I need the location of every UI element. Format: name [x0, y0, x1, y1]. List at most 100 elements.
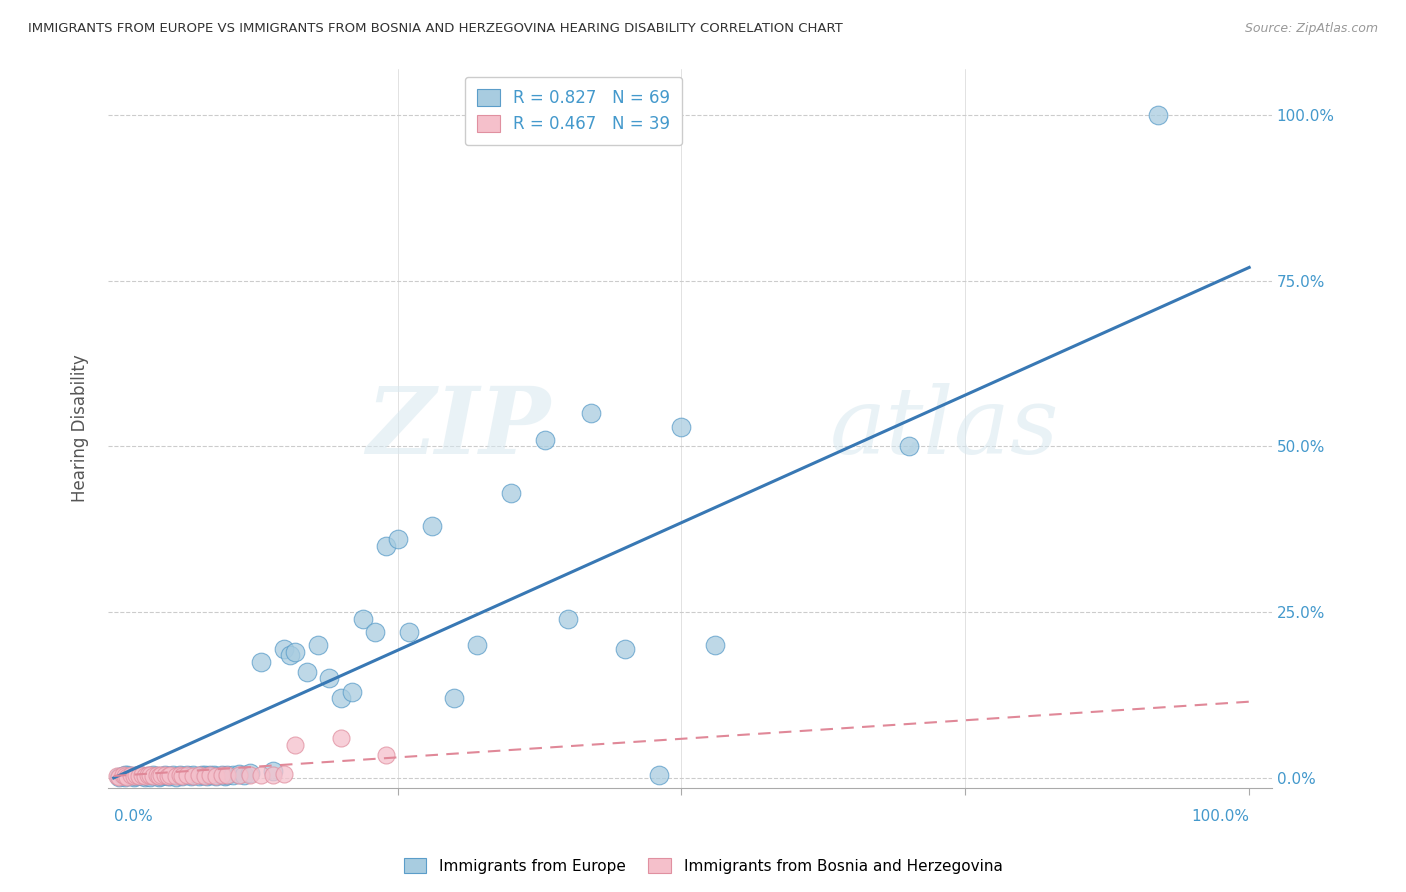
Point — [120, 769, 142, 783]
Point — [114, 770, 136, 784]
Point — [262, 764, 284, 779]
Point — [157, 769, 180, 783]
Point — [205, 769, 228, 783]
Point — [198, 768, 221, 782]
Point — [273, 767, 295, 781]
Point — [897, 439, 920, 453]
Point — [284, 645, 307, 659]
Point — [193, 769, 215, 783]
Point — [211, 768, 233, 782]
Point — [134, 769, 156, 783]
Point — [181, 769, 204, 783]
Point — [180, 769, 202, 783]
Point — [120, 768, 142, 782]
Point — [557, 612, 579, 626]
Point — [318, 672, 340, 686]
Point — [195, 769, 218, 783]
Point — [250, 655, 273, 669]
Text: ZIP: ZIP — [366, 384, 550, 473]
Point — [181, 768, 204, 782]
Point — [340, 684, 363, 698]
Point — [157, 769, 180, 783]
Point — [150, 769, 173, 783]
Point — [134, 770, 156, 784]
Point — [613, 641, 636, 656]
Point — [117, 768, 139, 782]
Point — [159, 769, 181, 783]
Point — [465, 638, 488, 652]
Point — [228, 768, 250, 782]
Point — [139, 767, 162, 781]
Point — [198, 768, 221, 782]
Y-axis label: Hearing Disability: Hearing Disability — [72, 354, 89, 502]
Point — [284, 738, 307, 752]
Point — [239, 767, 262, 781]
Point — [671, 419, 693, 434]
Point — [176, 767, 198, 781]
Point — [125, 767, 148, 781]
Legend: R = 0.827   N = 69, R = 0.467   N = 39: R = 0.827 N = 69, R = 0.467 N = 39 — [465, 77, 682, 145]
Point — [375, 539, 398, 553]
Point — [136, 768, 159, 782]
Point — [176, 768, 198, 782]
Point — [146, 769, 169, 783]
Point — [122, 770, 145, 784]
Point — [153, 768, 176, 782]
Point — [165, 769, 187, 783]
Point — [329, 691, 352, 706]
Point — [375, 747, 398, 762]
Point — [159, 768, 181, 782]
Point — [169, 768, 191, 782]
Point — [214, 769, 236, 783]
Point — [364, 625, 387, 640]
Point — [139, 770, 162, 784]
Point — [117, 770, 139, 784]
Point — [150, 767, 173, 781]
Point — [387, 533, 409, 547]
Point — [250, 768, 273, 782]
Point — [648, 767, 671, 781]
Point — [353, 612, 375, 626]
Point — [128, 769, 150, 783]
Point — [122, 769, 145, 783]
Point — [146, 768, 169, 782]
Point — [228, 767, 250, 781]
Point — [307, 638, 329, 652]
Point — [329, 731, 352, 746]
Point — [704, 638, 727, 652]
Point — [187, 769, 209, 783]
Point — [398, 625, 420, 640]
Point — [162, 768, 184, 782]
Point — [136, 769, 159, 783]
Point — [278, 648, 301, 663]
Point — [148, 770, 170, 784]
Point — [111, 769, 134, 783]
Point — [222, 768, 245, 782]
Point — [170, 769, 193, 783]
Text: atlas: atlas — [830, 384, 1059, 473]
Point — [233, 767, 256, 781]
Point — [217, 767, 239, 781]
Point — [420, 519, 443, 533]
Point — [105, 769, 128, 783]
Point — [211, 768, 233, 782]
Point — [217, 767, 239, 781]
Point — [108, 770, 131, 784]
Text: Source: ZipAtlas.com: Source: ZipAtlas.com — [1244, 22, 1378, 36]
Point — [128, 768, 150, 782]
Point — [111, 768, 134, 782]
Text: 100.0%: 100.0% — [1191, 809, 1249, 824]
Point — [193, 767, 215, 781]
Point — [501, 486, 523, 500]
Point — [273, 641, 295, 656]
Point — [125, 769, 148, 783]
Point — [165, 770, 187, 784]
Point — [187, 768, 209, 782]
Point — [108, 770, 131, 784]
Point — [169, 768, 191, 782]
Point — [202, 767, 225, 781]
Text: 0.0%: 0.0% — [114, 809, 152, 824]
Legend: Immigrants from Europe, Immigrants from Bosnia and Herzegovina: Immigrants from Europe, Immigrants from … — [398, 852, 1008, 880]
Point — [239, 766, 262, 780]
Point — [148, 769, 170, 783]
